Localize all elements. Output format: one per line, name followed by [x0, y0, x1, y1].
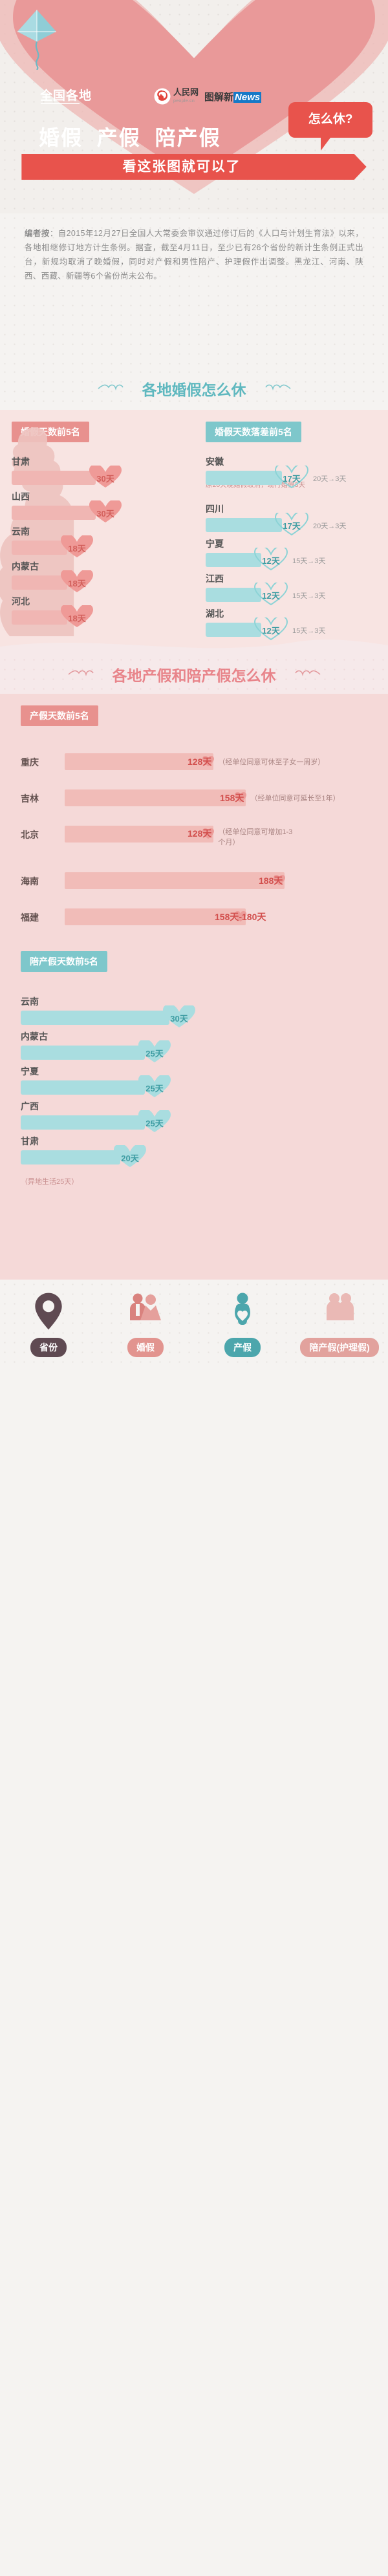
- svg-text:看这张图就可以了: 看这张图就可以了: [123, 159, 241, 175]
- svg-text:怎么休?: 怎么休?: [308, 111, 353, 126]
